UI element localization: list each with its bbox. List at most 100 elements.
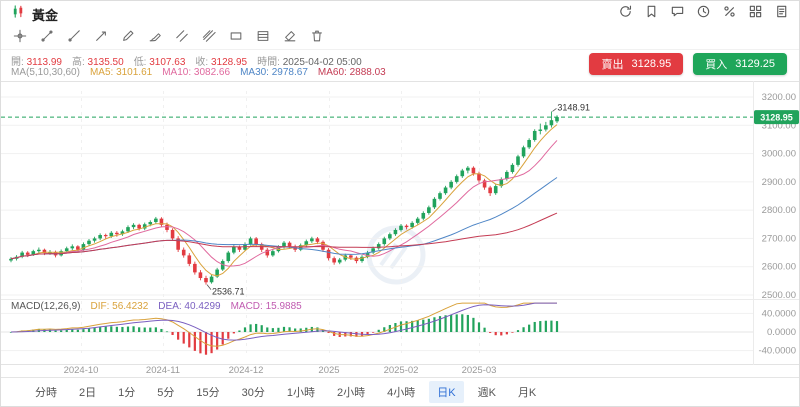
current-price-tag-value: 3128.95 (760, 112, 793, 122)
rectangle-tool-button[interactable] (229, 29, 243, 48)
close-value: 3128.95 (210, 57, 248, 68)
grid-layer: 3200.00 3100.00 3000.00 2900.00 2800.00 2700.… (1, 81, 799, 365)
apps-grid-button[interactable] (748, 4, 763, 24)
y-axis-label: 2700.00 (762, 233, 796, 244)
bookmark-button[interactable] (644, 4, 659, 24)
x-axis-label: 2024-11 (145, 365, 181, 376)
parallel-lines-tool-button[interactable] (175, 29, 189, 48)
low-label: 低: (133, 57, 147, 68)
timeframe-tab-15分[interactable]: 15分 (196, 387, 220, 399)
drawing-toolbar (1, 27, 799, 50)
clock-icon (696, 4, 711, 24)
close-label: 收: (195, 57, 209, 68)
comment-icon (670, 4, 685, 24)
timeframe-tab-分時[interactable]: 分時 (35, 387, 57, 399)
y-axis-label: 3200.00 (762, 92, 796, 103)
timeframe-tab-1小時[interactable]: 1小時 (286, 387, 315, 399)
ma10-label: MA10: (162, 67, 192, 78)
macd-axis-label: 40.0000 (762, 308, 796, 319)
macd-label: MACD: (230, 301, 263, 312)
page-button[interactable] (774, 4, 789, 24)
low-value: 3107.63 (149, 57, 186, 68)
eraser-tool-button[interactable] (283, 29, 297, 48)
trash-tool-button[interactable] (310, 29, 324, 48)
price-annotation: 2536.71 (212, 287, 245, 297)
ray-tool-icon (67, 29, 81, 48)
eraser-tool-icon (283, 29, 297, 48)
ma60-label: MA60: (317, 67, 347, 78)
crosshair-tool-button[interactable] (13, 29, 27, 48)
timeframe-tab-5分[interactable]: 5分 (157, 387, 175, 399)
trade-buttons: 賣出 3128.95 買入 3129.25 (589, 53, 787, 75)
open-label: 開: (11, 57, 24, 68)
x-axis-label: 2024-12 (228, 365, 264, 376)
quote-bar: 開: 3113.99 高: 3135.50 低: 3107.63 收: 3128… (11, 53, 362, 68)
y-axis-label: 3000.00 (762, 149, 796, 160)
clock-button[interactable] (696, 4, 711, 24)
x-axis: 2024-10 2024-11 2024-12 2025 2025-02 2025-03 (1, 365, 799, 379)
macd-axis-label: 0.0000 (767, 327, 796, 338)
dea-label: DEA: (158, 301, 182, 312)
ma30-label: MA30: (240, 67, 269, 78)
ma10-value: 3082.66 (193, 67, 231, 78)
buy-button[interactable]: 買入 3129.25 (693, 53, 787, 75)
timeframe-tab-2小時[interactable]: 2小時 (337, 387, 366, 399)
refresh-button[interactable] (618, 4, 633, 24)
page-icon (774, 4, 789, 24)
price-annotation: 3148.91 (557, 102, 590, 112)
high-label: 高: (71, 57, 85, 68)
brush-tool-button[interactable] (148, 29, 162, 48)
x-axis-label: 2025-02 (383, 365, 419, 376)
ray-tool-button[interactable] (67, 29, 81, 48)
sell-button[interactable]: 賣出 3128.95 (589, 53, 684, 75)
instrument-title: 黃金 (32, 7, 59, 23)
timeframe-tab-30分[interactable]: 30分 (241, 387, 265, 399)
macd-title: MACD(12,26,9) (11, 301, 81, 312)
x-axis-label: 2024-10 (63, 365, 99, 376)
macd-indicator-bar: MACD(12,26,9) DIF: 56.4232 DEA: 40.4299 … (11, 301, 302, 312)
chart-area: 開: 3113.99 高: 3135.50 低: 3107.63 收: 3128… (1, 50, 799, 377)
open-value: 3113.99 (26, 57, 62, 68)
multi-line-tool-button[interactable] (202, 29, 216, 48)
instrument-icon (11, 4, 26, 24)
timeframe-tab-4小時[interactable]: 4小時 (387, 387, 416, 399)
comment-button[interactable] (670, 4, 685, 24)
rectangle-tool-icon (229, 29, 243, 48)
timeframe-tab-日K[interactable]: 日K (429, 381, 464, 403)
crosshair-tool-icon (13, 29, 27, 48)
trash-tool-icon (310, 29, 324, 48)
y-axis-label: 2900.00 (762, 177, 796, 188)
high-value: 3135.50 (87, 57, 124, 68)
sell-label: 賣出 (601, 59, 624, 71)
ma5-line (10, 124, 558, 277)
macd-value: 15.9885 (265, 301, 302, 312)
arrow-line-tool-button[interactable] (94, 29, 108, 48)
bookmark-icon (644, 4, 659, 24)
macd-layer (9, 302, 559, 355)
dif-label: DIF: (90, 301, 110, 312)
x-axis-label: 2025-03 (461, 365, 497, 376)
ma30-value: 2978.67 (271, 67, 308, 78)
timeframe-tab-1分[interactable]: 1分 (118, 387, 136, 399)
price-chart[interactable]: 3200.00 3100.00 3000.00 2900.00 2800.00 2700.… (1, 81, 800, 365)
percent-button[interactable] (722, 4, 737, 24)
pencil-tool-button[interactable] (121, 29, 135, 48)
timeframe-tab-2日[interactable]: 2日 (79, 387, 97, 399)
x-axis-label: 2025 (318, 365, 340, 376)
ma5-value: 3101.61 (116, 67, 153, 78)
trendline-tool-icon (40, 29, 54, 48)
parallel-lines-tool-icon (175, 29, 189, 48)
header-right-icons (618, 4, 789, 24)
timeframe-tab-月K[interactable]: 月K (517, 387, 537, 399)
trendline-tool-button[interactable] (40, 29, 54, 48)
brush-tool-icon (148, 29, 162, 48)
y-axis-label: 2800.00 (762, 205, 796, 216)
buy-label: 買入 (705, 59, 728, 71)
time-value: 2025-04-02 05:00 (282, 57, 362, 68)
candle-layer (9, 111, 559, 285)
timeframe-tab-週K[interactable]: 週K (477, 387, 496, 399)
fib-tool-button[interactable] (256, 29, 270, 48)
ma-indicator-bar: MA(5,10,30,60) MA5: 3101.61 MA10: 3082.6… (11, 67, 386, 78)
current-price-tag (754, 110, 799, 125)
